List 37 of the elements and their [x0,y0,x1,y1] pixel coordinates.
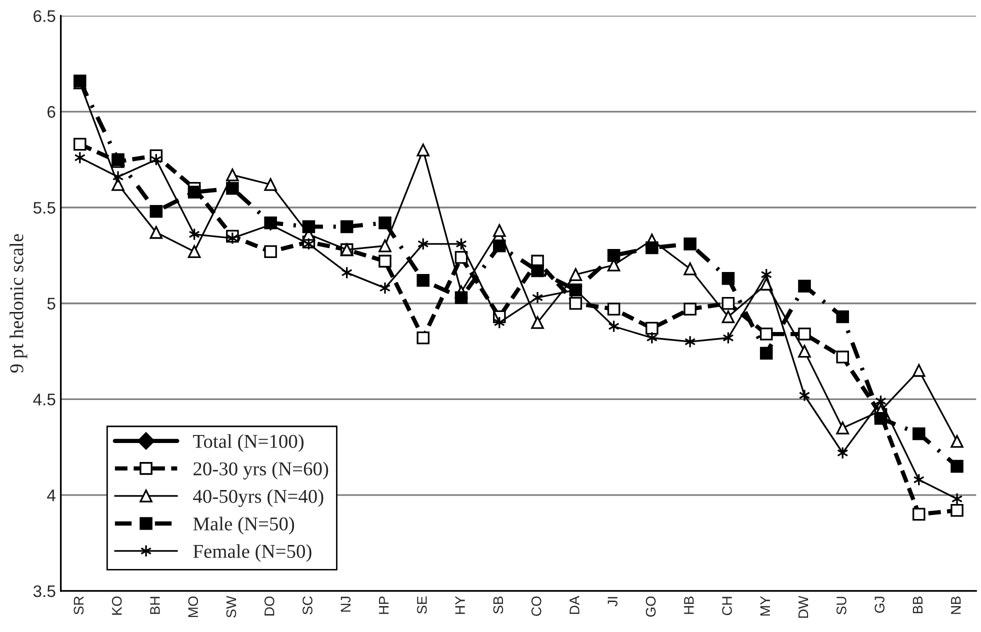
x-tick-label: SE [417,596,427,614]
y-tick-label: 6 [48,106,56,118]
x-tick-label: DW [798,596,808,618]
x-tick-label: NJ [340,596,351,612]
x-tick-label: SU [836,596,846,614]
x-tick-label: SR [74,596,84,614]
x-tick-label: GO [646,596,656,617]
x-tick-label: NB [951,596,961,614]
x-tick-label: DA [570,596,580,614]
x-tick-label: MY [760,596,770,616]
x-tick-label: SC [302,596,312,614]
x-tick-label: KO [112,596,122,615]
y-tick-label: 4.5 [33,394,56,406]
x-tick-label: CH [722,596,732,616]
x-tick-label: JI [608,597,618,606]
x-tick-label: BB [912,596,922,614]
legend-label: 20-30 yrs (N=60) [194,462,328,480]
x-tick-label: MO [188,596,198,618]
x-tick-label: HB [684,596,694,614]
x-tick-label: HP [379,596,389,614]
x-tick-label: GJ [874,596,884,613]
legend-label: 40-50yrs (N=40) [193,489,324,507]
x-tick-label: BH [150,596,160,614]
legend-label: Male (N=50) [193,516,294,534]
y-tick-label: 3.5 [33,585,56,598]
y-axis-title: 9 pt hedonic scale [10,234,28,373]
y-tick-label: 5.5 [33,202,56,214]
x-tick-label: CO [531,596,542,616]
x-tick-label: SB [493,596,504,614]
x-tick-label: SW [226,596,236,618]
legend-label: Female (N=50) [193,544,312,562]
y-tick-label: 5 [47,298,56,310]
x-tick-label: HY [455,596,465,614]
y-tick-label: 4 [47,490,56,502]
legend-label: Total (N=100) [193,434,304,452]
x-tick-label: DO [264,596,274,616]
y-tick-label: 6.5 [34,10,56,22]
